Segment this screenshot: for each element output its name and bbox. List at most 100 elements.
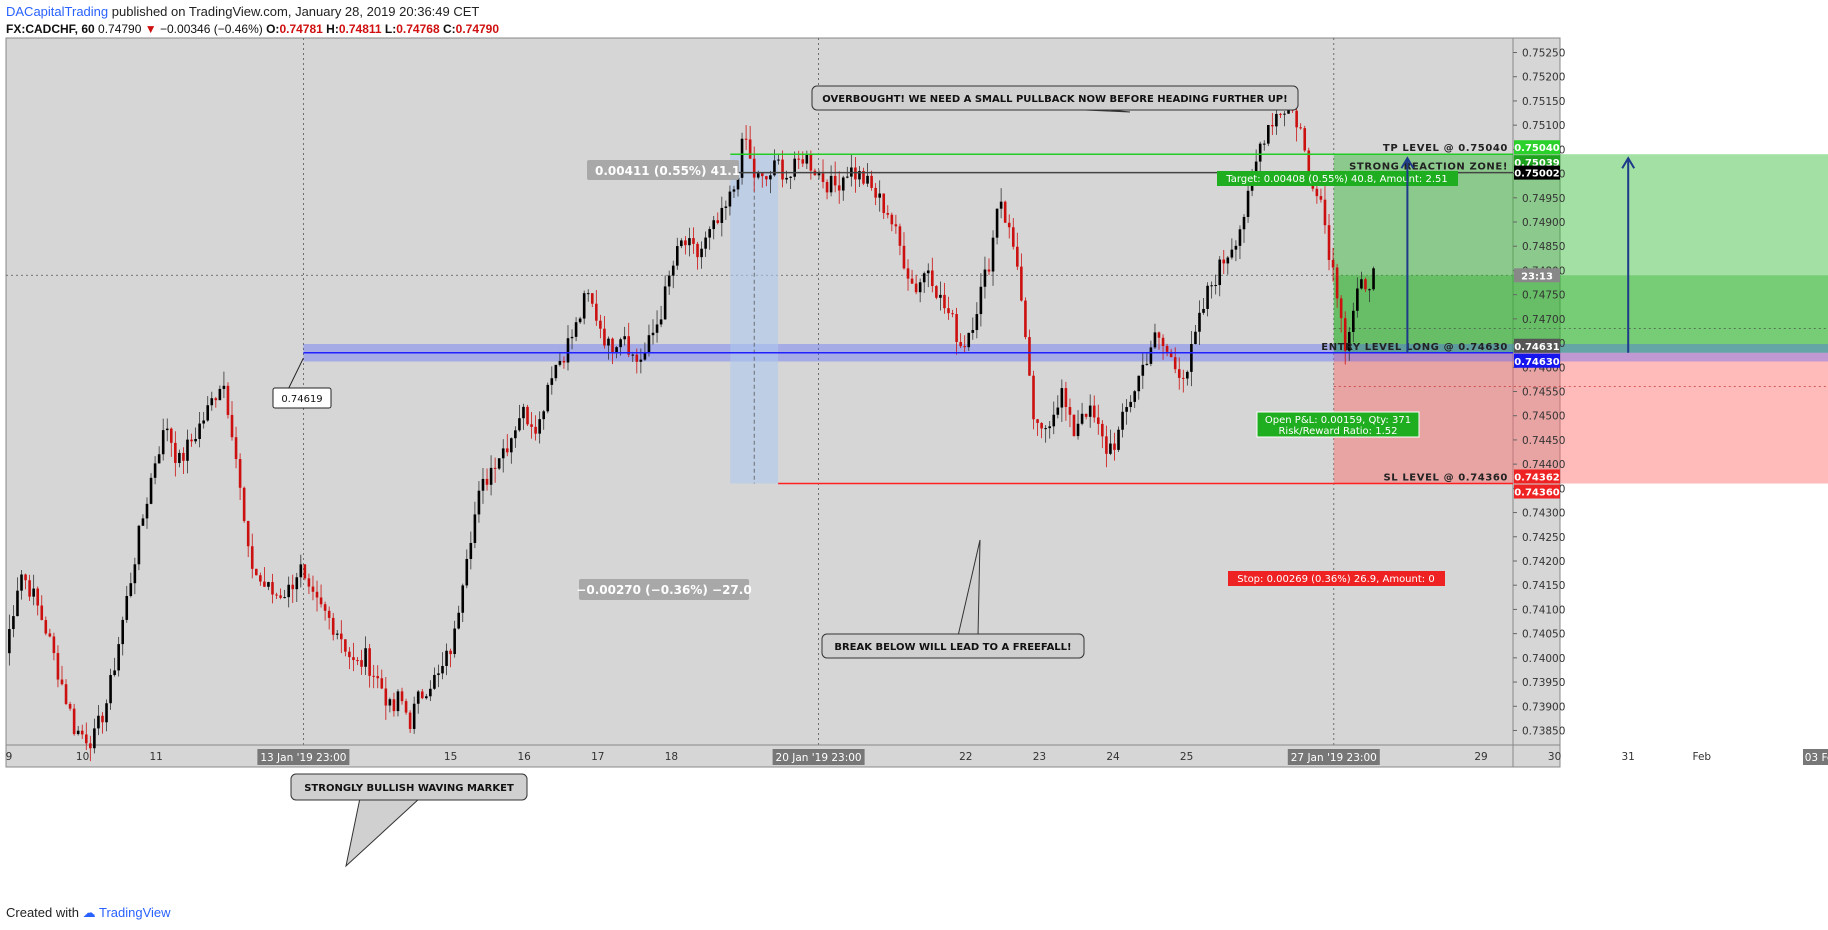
candle-body (785, 177, 788, 180)
candle-body (1109, 443, 1112, 454)
candle-body (931, 270, 934, 287)
candle-body (704, 237, 707, 249)
price-tag-text: 0.74360 (1514, 488, 1560, 499)
candle-body (554, 364, 558, 379)
bullish-callout: STRONGLY BULLISH WAVING MARKET (290, 773, 528, 868)
candle-body (137, 525, 141, 565)
price-tag-box (1514, 469, 1560, 484)
price-levels: TP LEVEL @ 0.75040 STRONG REACTION ZONE! E… (303, 143, 1513, 485)
candle-body (1299, 127, 1302, 129)
rr-label-text: Risk/Reward Ratio: 1.52 (1278, 426, 1397, 437)
candle-body (647, 335, 651, 353)
candle-body (186, 439, 189, 461)
candle-body (752, 158, 756, 178)
candle-body (926, 270, 930, 274)
candle-body (728, 191, 732, 207)
open-label: O: (266, 22, 280, 36)
tradingview-link[interactable]: TradingView (99, 905, 171, 920)
callout-tail (345, 797, 422, 868)
candle-body (821, 173, 825, 182)
price-tick-label: 0.74950 (1522, 193, 1565, 205)
candle-body (218, 388, 222, 401)
candle-body (1101, 423, 1104, 437)
candle-body (671, 265, 675, 276)
candle-body (890, 214, 894, 225)
candle-body (1323, 199, 1327, 226)
candle-body (420, 691, 424, 699)
price-tick-label: 0.74700 (1522, 314, 1565, 326)
measure-upper-text: 0.00411 (0.55%) 41.1 (595, 164, 740, 178)
candle-body (56, 653, 60, 680)
time-highlight-box (1803, 749, 1828, 765)
time-tick-label: 9 (6, 751, 13, 763)
candle-body (376, 676, 380, 679)
candle-body (1186, 371, 1189, 379)
candle-body (319, 597, 323, 605)
candle-body (951, 313, 954, 315)
candle-body (1149, 347, 1153, 364)
candle-body (153, 463, 157, 478)
candle-body (372, 675, 375, 677)
candle-body (1052, 414, 1056, 427)
candle-body (1080, 413, 1084, 424)
candle-body (582, 293, 586, 319)
candle-body (1129, 401, 1132, 408)
candle-body (1230, 249, 1234, 258)
candle-body (1003, 201, 1007, 223)
candle-body (1190, 344, 1193, 372)
published-text: published on TradingView.com, January 28… (111, 4, 480, 19)
candle-body (663, 286, 667, 320)
candle-body (1007, 222, 1011, 228)
price-tag-text: 0.74362 (1514, 473, 1560, 484)
author-link[interactable]: DACapitalTrading (6, 4, 109, 19)
candle-body (773, 160, 776, 176)
candle-body (1364, 279, 1367, 290)
plot-area[interactable] (5, 37, 1561, 768)
candle-body (963, 346, 966, 348)
candle-body (259, 575, 262, 582)
price-tick-label: 0.74250 (1522, 532, 1565, 544)
candle-body (1141, 364, 1145, 376)
pnl-label-box (1256, 411, 1420, 438)
candle-body (1056, 407, 1060, 415)
candle-body (1210, 285, 1213, 287)
candle-body (748, 139, 752, 159)
candle-body (117, 644, 120, 671)
candle-body (242, 487, 246, 521)
candle-body (570, 336, 574, 339)
candle-body (595, 303, 598, 321)
time-axis[interactable]: 910111516171822232425293031Feb5613 Jan '… (6, 749, 1828, 765)
created-with-text: Created with (6, 905, 79, 920)
candle-body (639, 359, 643, 362)
callout-box (821, 633, 1085, 659)
candle-body (32, 588, 35, 597)
price-chart[interactable]: TP LEVEL @ 0.75040 STRONG REACTION ZONE! E… (0, 0, 1828, 900)
candle-body (999, 201, 1003, 209)
price-tag-box (1514, 338, 1560, 353)
candle-body (453, 628, 456, 655)
candle-body (263, 581, 266, 587)
candle-body (906, 268, 910, 279)
candle-body (809, 154, 813, 171)
candle-body (1113, 443, 1116, 450)
price-tick-label: 0.75100 (1522, 120, 1565, 132)
candle-body (493, 467, 497, 469)
candle-body (1084, 413, 1088, 417)
candle-body (36, 588, 40, 606)
candle-body (797, 158, 801, 160)
candle-body (1327, 225, 1331, 260)
candle-body (461, 585, 465, 613)
candle-body (165, 428, 169, 431)
reaction-level-label: STRONG REACTION ZONE! (1349, 162, 1508, 173)
candle-body (194, 438, 197, 442)
high-label: H: (326, 22, 339, 36)
candle-body (558, 360, 562, 365)
target-arrowhead (1621, 156, 1636, 169)
price-change: −0.00346 (−0.46%) (160, 22, 263, 36)
price-axis[interactable]: 0.73850 0.73900 0.73950 0.74000 0.74050 0.741… (1513, 48, 1565, 738)
candle-body (619, 339, 622, 348)
candle-body (1121, 411, 1124, 430)
candle-body (1352, 310, 1355, 332)
candle-body (356, 660, 359, 662)
candle-body (1068, 407, 1072, 415)
